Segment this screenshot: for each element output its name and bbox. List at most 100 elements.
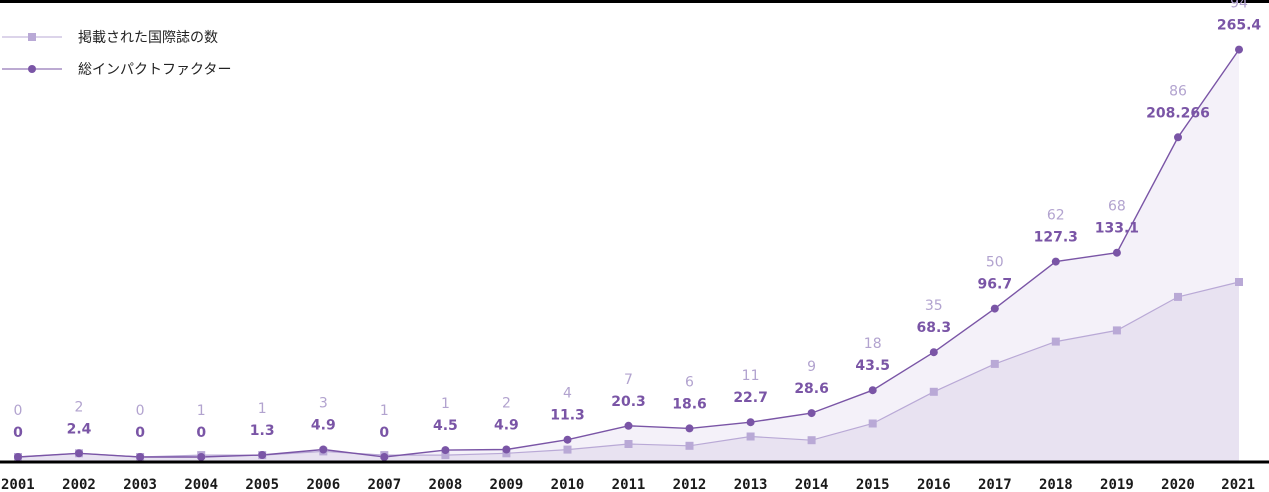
label-if-2001: 0: [13, 425, 23, 441]
x-tick-layer: 2001 2002 2003 2004 2005 2006 2007 2008 2009 2010…: [1, 477, 1255, 492]
legend-circle-marker: [28, 65, 36, 73]
data-label-layer: 0022.4001011.334.91014.524.9411.3720.361…: [13, 0, 1261, 441]
label-if-2021: 265.4: [1217, 18, 1262, 34]
marker-count-2018: [1051, 337, 1060, 346]
label-if-2014: 28.6: [794, 381, 829, 397]
marker-if-2015: [868, 386, 877, 395]
area-layer: [18, 49, 1239, 462]
label-count-2015: 18: [864, 336, 882, 352]
marker-count-2015: [868, 419, 877, 428]
x-tick-2016: 2016: [917, 477, 951, 492]
marker-if-2013: [746, 418, 755, 427]
label-if-2019: 133.1: [1095, 221, 1139, 237]
legend-item-count: 掲載された国際誌の数: [2, 30, 218, 46]
label-if-2005: 1.3: [250, 423, 275, 439]
marker-if-2006: [319, 445, 328, 454]
marker-if-2010: [563, 435, 572, 444]
label-count-2007: 1: [380, 403, 389, 419]
label-if-2007: 0: [379, 425, 389, 441]
marker-count-2008: [441, 451, 450, 460]
label-count-2010: 4: [563, 386, 572, 402]
label-if-2017: 96.7: [978, 277, 1013, 293]
legend-label-count: 掲載された国際誌の数: [78, 30, 218, 46]
marker-if-2020: [1174, 133, 1182, 142]
label-if-2020: 208.266: [1146, 105, 1210, 121]
label-count-2002: 2: [75, 399, 84, 415]
marker-count-2014: [807, 436, 816, 445]
label-count-2013: 11: [742, 368, 760, 384]
marker-if-2017: [990, 304, 999, 313]
x-tick-2008: 2008: [429, 477, 463, 492]
label-if-2011: 20.3: [611, 394, 646, 410]
marker-if-2018: [1051, 257, 1060, 266]
marker-if-2014: [807, 409, 816, 418]
x-tick-2002: 2002: [62, 477, 96, 492]
x-tick-2018: 2018: [1039, 477, 1073, 492]
label-count-2020: 86: [1169, 83, 1187, 99]
x-tick-2013: 2013: [734, 477, 768, 492]
label-count-2016: 35: [925, 298, 943, 314]
label-count-2005: 1: [258, 401, 267, 417]
marker-count-2011: [624, 440, 633, 448]
label-count-2004: 1: [197, 403, 206, 419]
x-tick-2014: 2014: [795, 477, 829, 492]
x-tick-2006: 2006: [306, 477, 340, 492]
label-if-2008: 4.5: [433, 418, 458, 434]
x-tick-2001: 2001: [1, 477, 35, 492]
marker-if-2009: [502, 445, 511, 454]
marker-if-2019: [1112, 248, 1121, 257]
label-if-2003: 0: [135, 425, 145, 441]
x-tick-2017: 2017: [978, 477, 1012, 492]
x-tick-2012: 2012: [673, 477, 707, 492]
label-count-2001: 0: [14, 403, 23, 419]
marker-if-2021: [1235, 45, 1243, 54]
label-if-2004: 0: [196, 425, 206, 441]
legend-square-marker: [28, 33, 36, 41]
x-tick-2005: 2005: [245, 477, 279, 492]
marker-if-2007: [380, 453, 389, 461]
marker-if-2004: [197, 453, 206, 461]
marker-if-2012: [685, 424, 694, 433]
label-count-2014: 9: [807, 359, 816, 375]
x-tick-2009: 2009: [490, 477, 524, 492]
label-if-2006: 4.9: [311, 418, 336, 434]
label-count-2019: 68: [1108, 199, 1126, 215]
label-count-2011: 7: [624, 372, 633, 388]
marker-if-2005: [258, 451, 267, 459]
label-if-2012: 18.6: [672, 396, 707, 412]
marker-count-2010: [563, 445, 572, 454]
legend: 掲載された国際誌の数 総インパクトファクター: [2, 30, 231, 78]
label-if-2016: 68.3: [917, 320, 952, 336]
marker-if-2008: [441, 446, 450, 455]
marker-layer: [14, 45, 1243, 461]
x-tick-2003: 2003: [123, 477, 157, 492]
x-tick-2015: 2015: [856, 477, 890, 492]
label-if-2015: 43.5: [855, 358, 890, 374]
marker-if-2011: [624, 421, 633, 430]
label-if-2018: 127.3: [1034, 230, 1078, 246]
label-count-2012: 6: [685, 374, 694, 390]
marker-if-2001: [14, 453, 22, 461]
label-if-2013: 22.7: [733, 390, 768, 406]
x-tick-2007: 2007: [367, 477, 401, 492]
x-tick-2010: 2010: [551, 477, 585, 492]
label-count-2017: 50: [986, 255, 1004, 271]
marker-count-2013: [746, 432, 755, 441]
x-tick-2004: 2004: [184, 477, 218, 492]
label-count-2008: 1: [441, 396, 450, 412]
area-journal-count: [18, 282, 1239, 462]
label-count-2006: 3: [319, 396, 328, 412]
label-if-2009: 4.9: [494, 418, 519, 434]
marker-count-2021: [1235, 278, 1243, 286]
label-if-2002: 2.4: [67, 421, 92, 437]
marker-count-2016: [929, 387, 938, 396]
label-count-2018: 62: [1047, 208, 1065, 224]
label-count-2003: 0: [136, 403, 145, 419]
x-tick-2011: 2011: [612, 477, 646, 492]
x-tick-2020: 2020: [1161, 477, 1195, 492]
marker-if-2002: [75, 449, 83, 458]
legend-label-impact: 総インパクトファクター: [78, 62, 231, 78]
marker-count-2012: [685, 441, 694, 450]
marker-count-2017: [990, 359, 999, 368]
